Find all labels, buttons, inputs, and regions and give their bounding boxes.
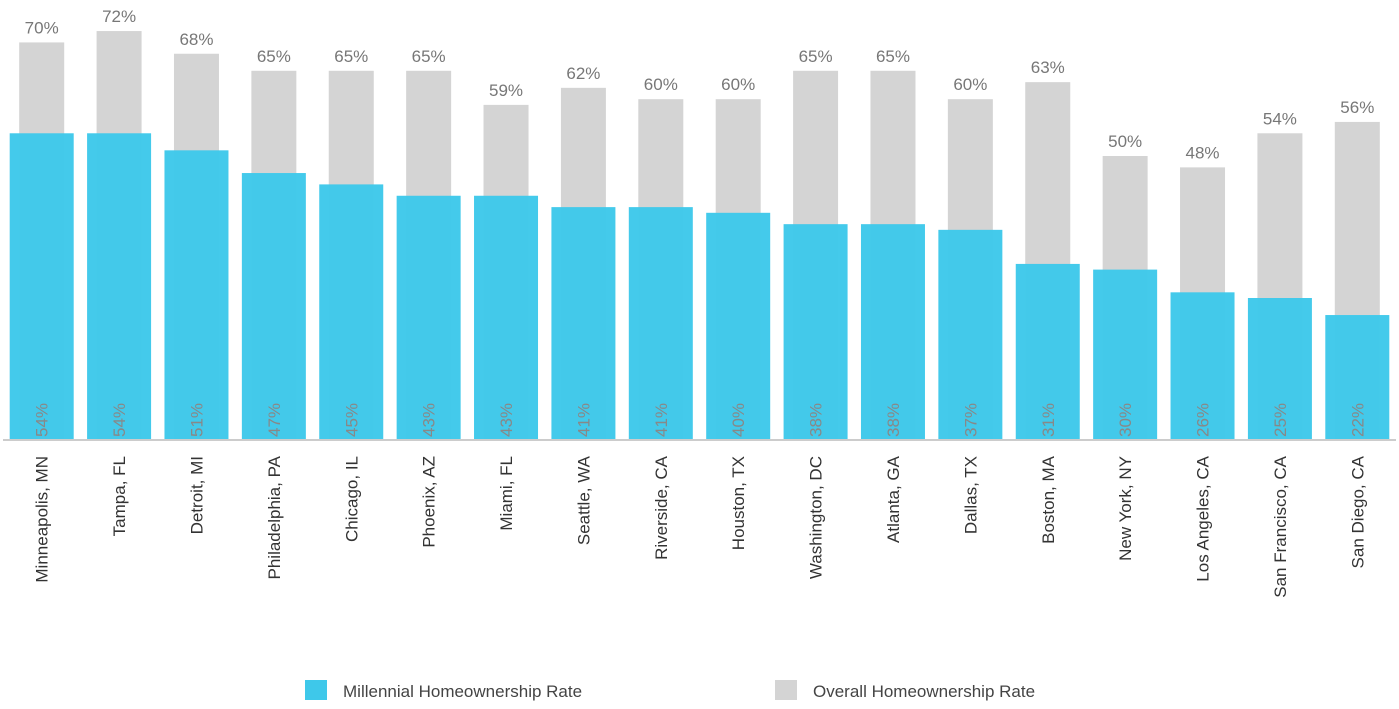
bar: [938, 229, 1003, 440]
data-label: 47%: [265, 403, 284, 437]
bar: [241, 173, 306, 441]
data-label: 43%: [420, 403, 439, 437]
data-label: 65%: [412, 47, 446, 66]
x-tick-label: Seattle, WA: [574, 455, 593, 545]
data-label: 65%: [257, 47, 291, 66]
bar: [860, 224, 925, 440]
data-label: 25%: [1271, 403, 1290, 437]
x-tick-label: Boston, MA: [1039, 455, 1058, 544]
x-tick-label: Riverside, CA: [652, 455, 671, 560]
bar: [1325, 315, 1390, 440]
data-label: 68%: [179, 30, 213, 49]
data-label: 54%: [110, 403, 129, 437]
data-label: 41%: [652, 403, 671, 437]
data-label: 50%: [1108, 132, 1142, 151]
x-tick-label: Philadelphia, PA: [265, 455, 284, 579]
bar: [87, 133, 152, 440]
bar: [1170, 292, 1235, 440]
bar: [551, 207, 616, 440]
legend-swatch: [305, 680, 327, 700]
bar: [474, 195, 539, 440]
bar: [9, 133, 74, 440]
data-label: 60%: [644, 75, 678, 94]
bar: [164, 150, 229, 440]
x-tick-label: Washington, DC: [807, 456, 826, 579]
bar: [1247, 298, 1312, 440]
data-label: 62%: [566, 64, 600, 83]
x-tick-label: San Diego, CA: [1348, 455, 1367, 568]
x-tick-label: Minneapolis, MN: [33, 456, 52, 583]
bar: [706, 212, 771, 440]
data-label: 41%: [574, 403, 593, 437]
data-label: 63%: [1031, 58, 1065, 77]
bar: [783, 224, 848, 440]
data-label: 48%: [1186, 143, 1220, 162]
bar: [319, 184, 384, 440]
data-label: 65%: [334, 47, 368, 66]
x-tick-label: Phoenix, AZ: [420, 456, 439, 548]
x-tick-label: Los Angeles, CA: [1194, 455, 1213, 581]
data-label: 43%: [497, 403, 516, 437]
x-tick-label: Houston, TX: [729, 456, 748, 550]
data-label: 26%: [1194, 403, 1213, 437]
data-label: 54%: [1263, 109, 1297, 128]
data-label: 37%: [961, 403, 980, 437]
bar: [1093, 269, 1158, 440]
x-tick-label: Chicago, IL: [342, 456, 361, 542]
data-label: 38%: [807, 403, 826, 437]
data-label: 70%: [25, 18, 59, 37]
bar: [628, 207, 693, 440]
legend-label: Millennial Homeownership Rate: [343, 682, 582, 701]
data-label: 38%: [884, 403, 903, 437]
x-tick-label: New York, NY: [1116, 456, 1135, 561]
data-label: 59%: [489, 81, 523, 100]
x-tick-label: Atlanta, GA: [884, 455, 903, 543]
data-label: 45%: [342, 403, 361, 437]
x-tick-label: Dallas, TX: [961, 456, 980, 534]
data-label: 65%: [876, 47, 910, 66]
x-tick-label: Miami, FL: [497, 456, 516, 531]
data-label: 72%: [102, 7, 136, 26]
bar: [396, 195, 461, 440]
data-label: 40%: [729, 403, 748, 437]
data-label: 60%: [953, 75, 987, 94]
bar: [1015, 263, 1080, 440]
data-label: 22%: [1348, 403, 1367, 437]
legend-swatch: [775, 680, 797, 700]
data-label: 60%: [721, 75, 755, 94]
data-label: 54%: [33, 403, 52, 437]
data-label: 65%: [799, 47, 833, 66]
x-tick-label: Tampa, FL: [110, 456, 129, 536]
data-label: 30%: [1116, 403, 1135, 437]
data-label: 56%: [1340, 98, 1374, 117]
data-label: 31%: [1039, 403, 1058, 437]
x-tick-label: Detroit, MI: [187, 456, 206, 534]
legend-label: Overall Homeownership Rate: [813, 682, 1035, 701]
x-tick-label: San Francisco, CA: [1271, 455, 1290, 597]
data-label: 51%: [187, 403, 206, 437]
